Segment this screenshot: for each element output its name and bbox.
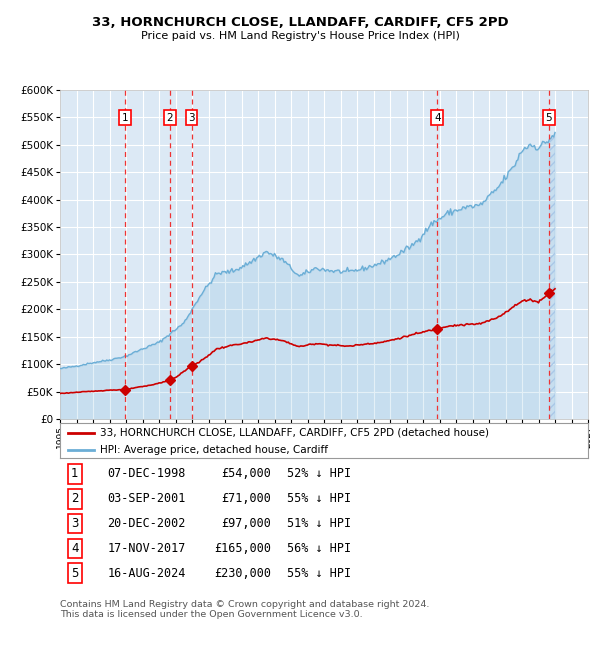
Text: 4: 4 — [434, 112, 440, 123]
Text: 3: 3 — [188, 112, 195, 123]
Text: 2: 2 — [167, 112, 173, 123]
Text: 33, HORNCHURCH CLOSE, LLANDAFF, CARDIFF, CF5 2PD: 33, HORNCHURCH CLOSE, LLANDAFF, CARDIFF,… — [92, 16, 508, 29]
Text: 07-DEC-1998: 07-DEC-1998 — [107, 467, 186, 480]
Text: 51% ↓ HPI: 51% ↓ HPI — [287, 517, 351, 530]
Text: 4: 4 — [71, 542, 79, 555]
Text: 03-SEP-2001: 03-SEP-2001 — [107, 492, 186, 505]
Text: £54,000: £54,000 — [221, 467, 271, 480]
Text: 16-AUG-2024: 16-AUG-2024 — [107, 567, 186, 580]
Text: 56% ↓ HPI: 56% ↓ HPI — [287, 542, 351, 555]
Text: 5: 5 — [545, 112, 552, 123]
Text: 1: 1 — [121, 112, 128, 123]
Text: £97,000: £97,000 — [221, 517, 271, 530]
Text: 3: 3 — [71, 517, 79, 530]
Text: 5: 5 — [71, 567, 79, 580]
Text: Price paid vs. HM Land Registry's House Price Index (HPI): Price paid vs. HM Land Registry's House … — [140, 31, 460, 40]
Text: £165,000: £165,000 — [214, 542, 271, 555]
Text: Contains HM Land Registry data © Crown copyright and database right 2024.
This d: Contains HM Land Registry data © Crown c… — [60, 600, 430, 619]
Text: HPI: Average price, detached house, Cardiff: HPI: Average price, detached house, Card… — [100, 445, 328, 456]
Text: 55% ↓ HPI: 55% ↓ HPI — [287, 492, 351, 505]
Text: 55% ↓ HPI: 55% ↓ HPI — [287, 567, 351, 580]
Text: £230,000: £230,000 — [214, 567, 271, 580]
Text: 2: 2 — [71, 492, 79, 505]
Text: 52% ↓ HPI: 52% ↓ HPI — [287, 467, 351, 480]
Text: £71,000: £71,000 — [221, 492, 271, 505]
Text: 20-DEC-2002: 20-DEC-2002 — [107, 517, 186, 530]
Text: 33, HORNCHURCH CLOSE, LLANDAFF, CARDIFF, CF5 2PD (detached house): 33, HORNCHURCH CLOSE, LLANDAFF, CARDIFF,… — [100, 428, 488, 437]
Text: 17-NOV-2017: 17-NOV-2017 — [107, 542, 186, 555]
Text: 1: 1 — [71, 467, 79, 480]
